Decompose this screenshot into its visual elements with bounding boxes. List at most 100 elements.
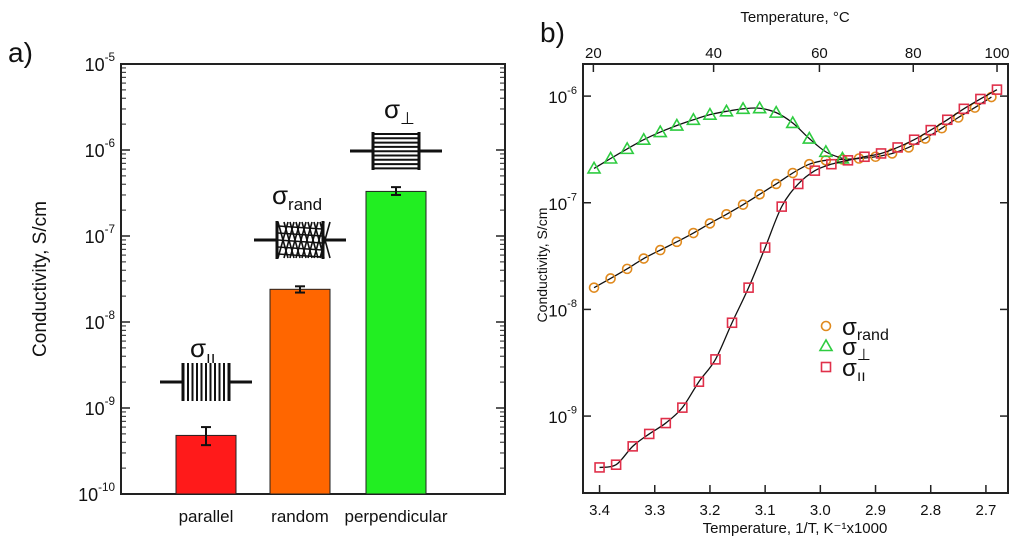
panel-a-y-tick-label: 10-5	[85, 51, 116, 75]
data-point-square	[908, 134, 920, 146]
series-triangle	[586, 100, 850, 174]
data-point-circle	[704, 218, 716, 229]
panel-a-y-tick-label-base: 10	[78, 485, 98, 505]
panel-a-label: a)	[8, 37, 33, 68]
data-point-triangle	[603, 150, 618, 164]
data-point-triangle	[636, 132, 652, 146]
data-point-circle	[654, 244, 666, 256]
panel-a-y-tick-label-base: 10	[85, 55, 105, 75]
panel-b-plot-frame	[582, 63, 1009, 494]
data-point-triangle	[768, 105, 784, 118]
sigma-symbol: σ	[384, 94, 400, 124]
perpendicular-lines-icon	[350, 132, 442, 170]
data-point-square	[892, 142, 903, 153]
data-point-square	[726, 317, 738, 329]
panel-a-y-tick-label-exp: -5	[105, 51, 116, 64]
data-point-square	[693, 376, 705, 388]
panel-a-y-tick-label: 10-7	[85, 223, 115, 247]
data-point-square	[792, 178, 804, 190]
data-point-circle	[787, 167, 799, 179]
sigma-subscript: ıı	[206, 348, 215, 367]
sigma-subscript: rand	[288, 195, 322, 214]
data-point-triangle	[752, 100, 768, 114]
data-point-square	[594, 462, 605, 473]
legend-subscript: ıı	[857, 368, 866, 385]
data-point-square	[875, 148, 887, 159]
data-point-square	[743, 282, 754, 293]
data-point-square	[677, 402, 688, 413]
data-point-circle	[969, 102, 981, 113]
data-point-circle	[688, 227, 699, 239]
panel-a-y-tick-label: 10-10	[78, 481, 115, 505]
data-point-square	[941, 114, 953, 126]
panel-b-x-axis-label: Temperature, 1/T, K⁻¹x1000	[703, 520, 888, 537]
data-point-triangle	[719, 103, 734, 117]
series-square	[594, 84, 1003, 473]
legend-sigma: σ	[842, 334, 857, 361]
panel-b-x-tick-label: 3.1	[755, 502, 776, 519]
data-point-square	[776, 201, 788, 212]
legend-subscript: rand	[857, 327, 889, 344]
data-point-circle	[803, 158, 815, 170]
panel-b-y-tick-label-exp: -8	[567, 298, 577, 310]
x-tick-label-random: random	[271, 507, 329, 526]
data-point-triangle	[619, 141, 635, 155]
panel-b-y-tick-label: 10-7	[548, 191, 577, 213]
panel-a-y-tick-label-base: 10	[85, 313, 105, 333]
data-point-circle	[605, 273, 616, 284]
legend-sigma: σ	[842, 314, 857, 341]
data-point-square	[710, 354, 721, 365]
icon-mesh-line	[277, 253, 323, 258]
legend-label-square: σıı	[842, 355, 866, 385]
panel-b-axes: 3.4 3.3 3.2 3.1 3.0 2.9 2.8 2.720 40 60 80 10010-91…	[548, 45, 1009, 519]
legend-sigma: σ	[842, 355, 857, 382]
data-point-square	[842, 155, 854, 166]
data-point-triangle	[669, 117, 685, 131]
fit-line-square	[599, 89, 998, 469]
sigma-subscript: ⊥	[400, 109, 415, 128]
panel-a-y-tick-label-base: 10	[85, 227, 105, 247]
panel-a-y-tick-label-exp: -10	[98, 481, 115, 494]
data-point-square	[809, 165, 821, 176]
panel-a-y-tick-label: 10-6	[85, 137, 115, 161]
data-point-circle	[588, 282, 600, 293]
data-point-circle	[621, 263, 633, 275]
panel-a-y-tick-label: 10-9	[85, 395, 115, 419]
panel-a-y-axis-label: Conductivity, S/cm	[30, 201, 51, 357]
data-point-square	[925, 124, 937, 136]
panel-b-x-tick-label: 3.4	[589, 502, 610, 519]
panel-a-y-tick-label-exp: -8	[105, 309, 115, 322]
data-point-triangle	[801, 130, 817, 144]
fit-line-circle	[593, 96, 992, 289]
data-point-circle	[638, 253, 650, 264]
data-point-square	[610, 459, 622, 471]
random-mesh-icon	[254, 221, 346, 259]
panel-b-x-tick-label: 2.8	[920, 502, 941, 519]
panel-b-top-x-tick-label: 20	[585, 45, 602, 62]
legend-label-circle: σrand	[842, 314, 889, 344]
data-point-circle	[870, 151, 881, 163]
bar-perpendicular	[365, 190, 427, 495]
icon-mesh-line	[277, 232, 323, 237]
panel-b-x-tick-label: 2.9	[865, 502, 886, 519]
icon-mesh-line	[277, 225, 323, 230]
panel-b-x-tick-label: 2.7	[975, 502, 996, 519]
icon-mesh-line	[319, 221, 331, 259]
data-point-circle	[721, 208, 732, 220]
panel-b-y-tick-label-base: 10	[548, 301, 567, 320]
x-tick-label-perpendicular: perpendicular	[344, 507, 447, 526]
legend-subscript: ⊥	[857, 347, 871, 364]
data-point-triangle	[652, 124, 668, 138]
data-point-circle	[770, 178, 782, 190]
panel-b-y-tick-label-exp: -9	[567, 405, 577, 417]
data-point-square	[660, 417, 672, 429]
panel-b-y-tick-label: 10-6	[548, 85, 577, 107]
panel-b-y-axis-label: Conductivity, S/cm	[534, 208, 550, 323]
panel-b-x-tick-label: 3.2	[700, 502, 721, 519]
panel-b-label: b)	[540, 17, 565, 48]
data-point-triangle	[586, 160, 602, 174]
bar-parallel	[175, 434, 237, 495]
data-point-circle	[886, 148, 898, 159]
